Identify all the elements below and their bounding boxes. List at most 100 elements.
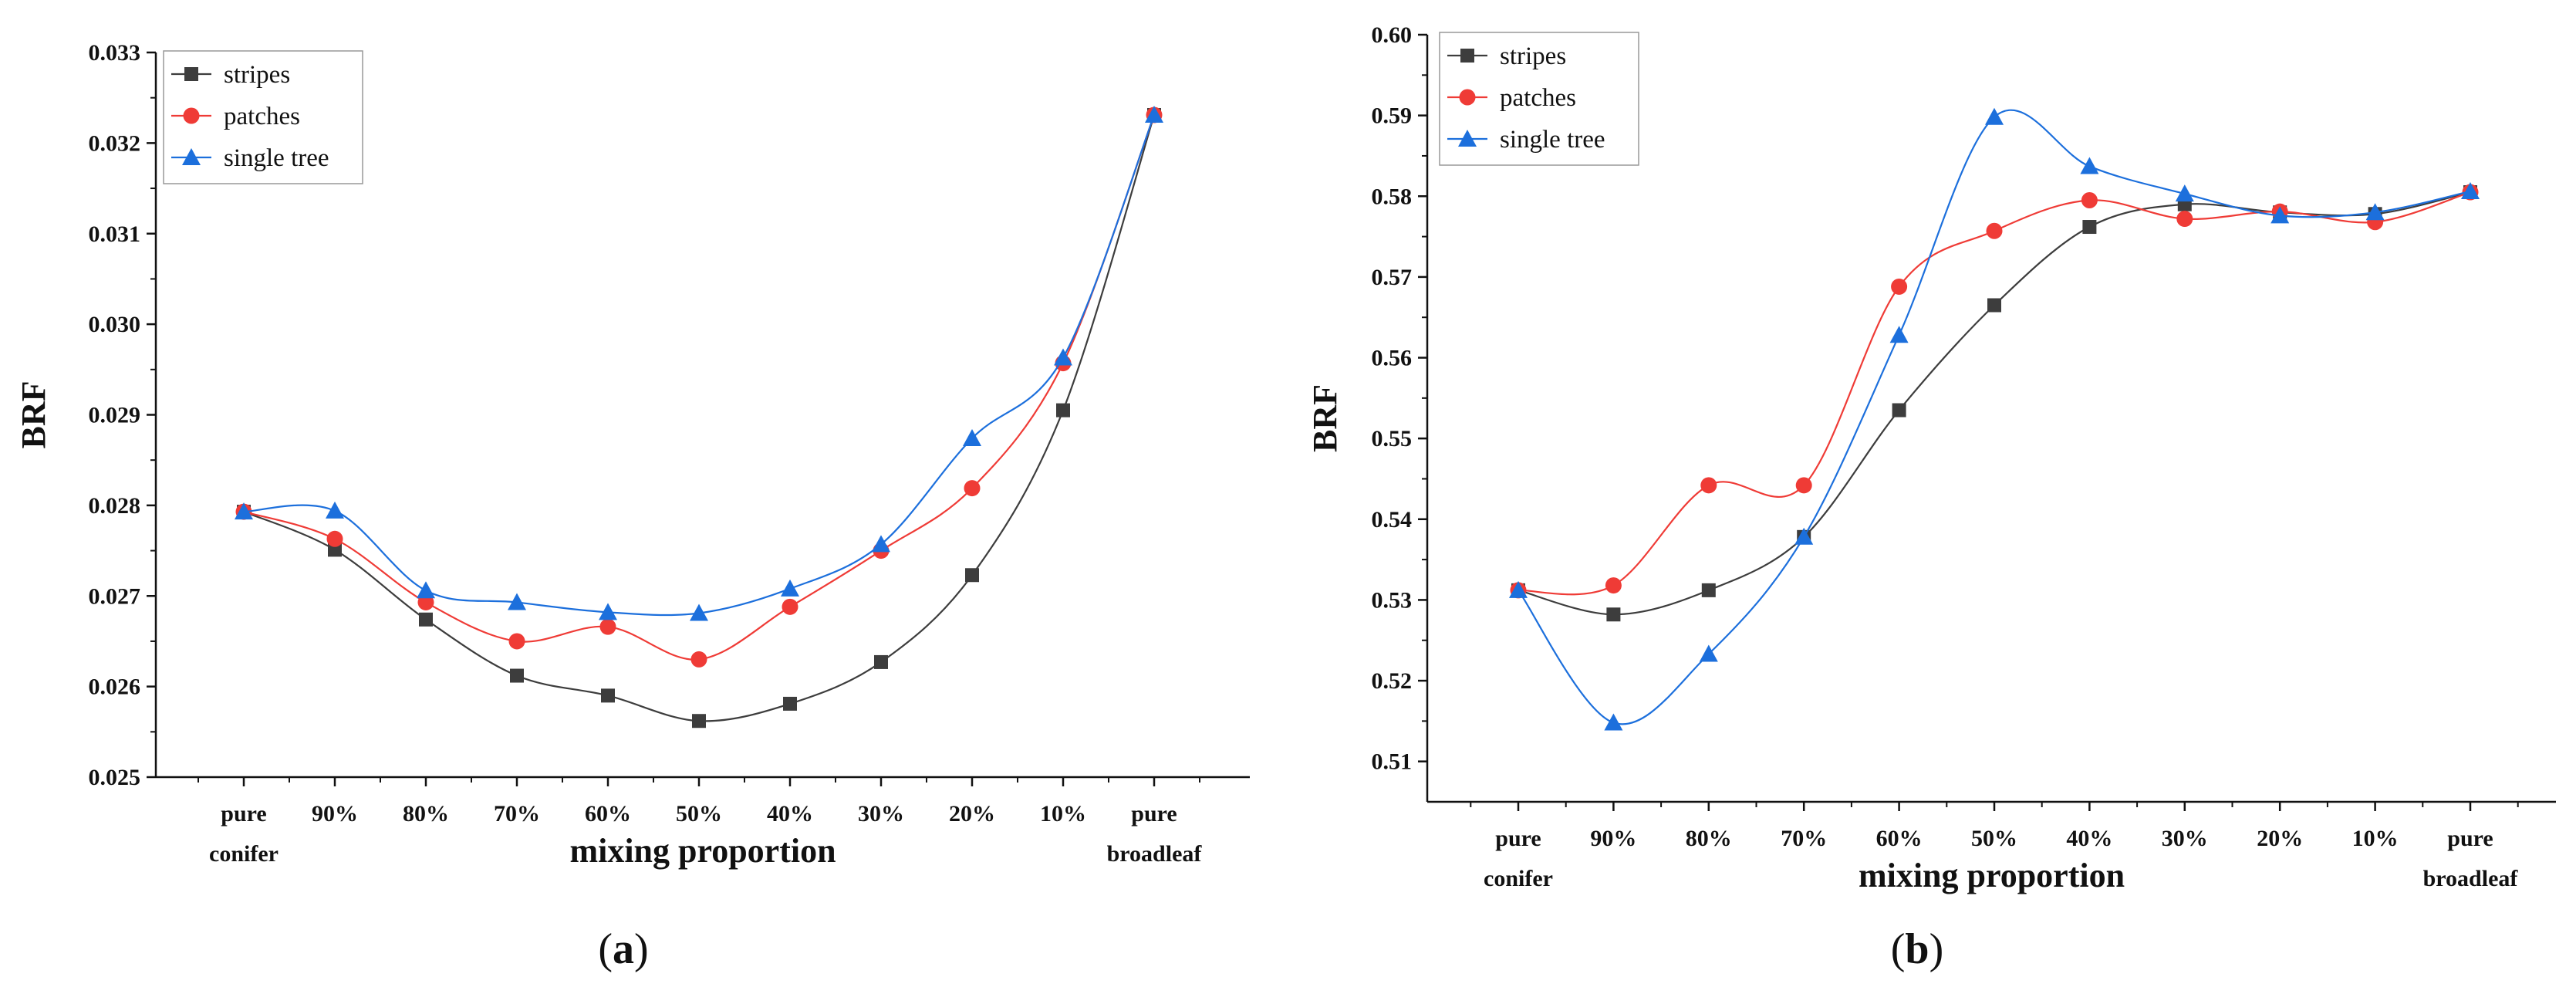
- x-tick-label: 10%: [2352, 826, 2399, 851]
- panel-label-letter: a: [613, 925, 634, 973]
- legend: stripes patches single tree: [163, 50, 363, 184]
- data-point: [690, 603, 708, 621]
- data-point: [874, 654, 888, 669]
- data-point: [1795, 477, 1812, 494]
- data-point: [601, 688, 615, 703]
- y-axis-title: BRF: [15, 381, 52, 449]
- y-tick-label: 0.032: [89, 130, 141, 156]
- panel-label-open-paren: (: [1891, 925, 1906, 973]
- data-point: [417, 581, 435, 599]
- x-tick-label: 80%: [403, 801, 449, 827]
- legend-entry: patches: [224, 103, 300, 130]
- x-tick-label: broadleaf: [1107, 841, 1203, 867]
- legend-swatch-marker: [184, 67, 198, 81]
- series-line: [1518, 109, 2471, 725]
- y-tick-label: 0.52: [1372, 668, 1413, 694]
- data-point: [1056, 403, 1070, 417]
- series-line: [243, 114, 1156, 617]
- y-tick-label: 0.029: [89, 403, 141, 428]
- series-stripes: [237, 107, 1161, 728]
- chart-b: 0.51 0.52 0.53 0.54 0.55 0.56 0.57 0.58 0.59 0.60…: [1306, 22, 2556, 973]
- data-point: [2270, 206, 2290, 224]
- x-tick-label: 60%: [1876, 826, 1923, 851]
- series-single-tree: [235, 105, 1163, 621]
- panel-label-close-paren: ): [1929, 925, 1944, 973]
- data-point: [1054, 348, 1072, 366]
- data-point: [963, 429, 981, 447]
- y-tick-label: 0.53: [1372, 587, 1413, 613]
- data-point: [2176, 211, 2193, 228]
- series-line: [243, 114, 1156, 722]
- x-tick-label: 30%: [2162, 826, 2208, 851]
- data-point: [417, 593, 434, 610]
- data-point: [419, 612, 433, 627]
- data-point: [1699, 644, 1718, 662]
- x-tick-label: 40%: [767, 801, 813, 827]
- y-tick-label: 0.026: [89, 674, 141, 700]
- legend-swatch-marker: [182, 148, 201, 165]
- legend-entry: patches: [1500, 84, 1576, 112]
- data-point: [1892, 403, 1906, 417]
- x-tick-label: pure: [2447, 826, 2493, 851]
- data-point: [1606, 607, 1621, 622]
- data-point: [599, 603, 617, 620]
- data-point: [1145, 105, 1163, 123]
- data-point: [2082, 220, 2097, 235]
- x-tick-label: 30%: [858, 801, 904, 827]
- x-tick-label: 20%: [949, 801, 995, 827]
- y-tick-label: 0.033: [89, 40, 141, 66]
- y-tick-label: 0.54: [1372, 507, 1413, 532]
- panel-label-open-paren: (: [598, 925, 613, 973]
- panel-label: (b): [1891, 925, 1943, 973]
- legend-entry: single tree: [1500, 126, 1605, 154]
- legend-swatch-marker: [1458, 130, 1477, 147]
- data-point: [1794, 527, 1814, 545]
- x-tick-label: 70%: [1781, 826, 1827, 851]
- series-line: [243, 114, 1156, 661]
- x-tick-label: 90%: [312, 801, 358, 827]
- y-tick-label: 0.60: [1372, 22, 1413, 48]
- series-single-tree: [1509, 107, 2480, 731]
- y-tick-label: 0.030: [89, 312, 141, 337]
- y-tick-label: 0.031: [89, 221, 141, 247]
- legend-swatch-marker: [1459, 89, 1476, 106]
- y-tick-label: 0.025: [89, 765, 141, 790]
- legend-swatch-marker: [183, 107, 200, 124]
- x-tick-label: pure: [221, 801, 266, 827]
- data-point: [692, 714, 706, 728]
- legend: stripes patches single tree: [1439, 32, 1639, 166]
- data-point: [1700, 477, 1717, 494]
- data-point: [1701, 583, 1716, 597]
- x-tick-label: 80%: [1686, 826, 1732, 851]
- y-tick-label: 0.027: [89, 583, 141, 609]
- data-point: [1891, 278, 1908, 295]
- y-tick-label: 0.56: [1372, 346, 1413, 371]
- data-point: [2175, 184, 2194, 202]
- data-point: [1985, 107, 2004, 125]
- legend-entry: stripes: [224, 61, 290, 89]
- data-point: [508, 593, 526, 610]
- panel-label-letter: b: [1905, 925, 1929, 973]
- data-point: [328, 543, 342, 557]
- series-patches: [235, 106, 1163, 668]
- data-point: [508, 633, 525, 650]
- data-point: [1604, 713, 1623, 731]
- data-point: [235, 502, 253, 520]
- data-point: [326, 530, 343, 547]
- data-point: [2081, 191, 2098, 208]
- y-tick-label: 0.51: [1372, 749, 1413, 775]
- data-point: [1987, 298, 2001, 313]
- series-stripes: [1511, 185, 2477, 622]
- data-point: [783, 696, 797, 711]
- data-point: [1509, 580, 1528, 598]
- series-line: [1518, 191, 2471, 596]
- x-tick-label: 60%: [585, 801, 631, 827]
- x-tick-label: 50%: [676, 801, 722, 827]
- x-tick-label: 70%: [494, 801, 540, 827]
- data-point: [599, 618, 616, 635]
- y-tick-label: 0.55: [1372, 426, 1413, 451]
- y-axis-title: BRF: [1306, 384, 1344, 452]
- data-point: [964, 480, 981, 497]
- y-tick-label: 0.58: [1372, 184, 1413, 209]
- legend-entry: single tree: [224, 144, 329, 172]
